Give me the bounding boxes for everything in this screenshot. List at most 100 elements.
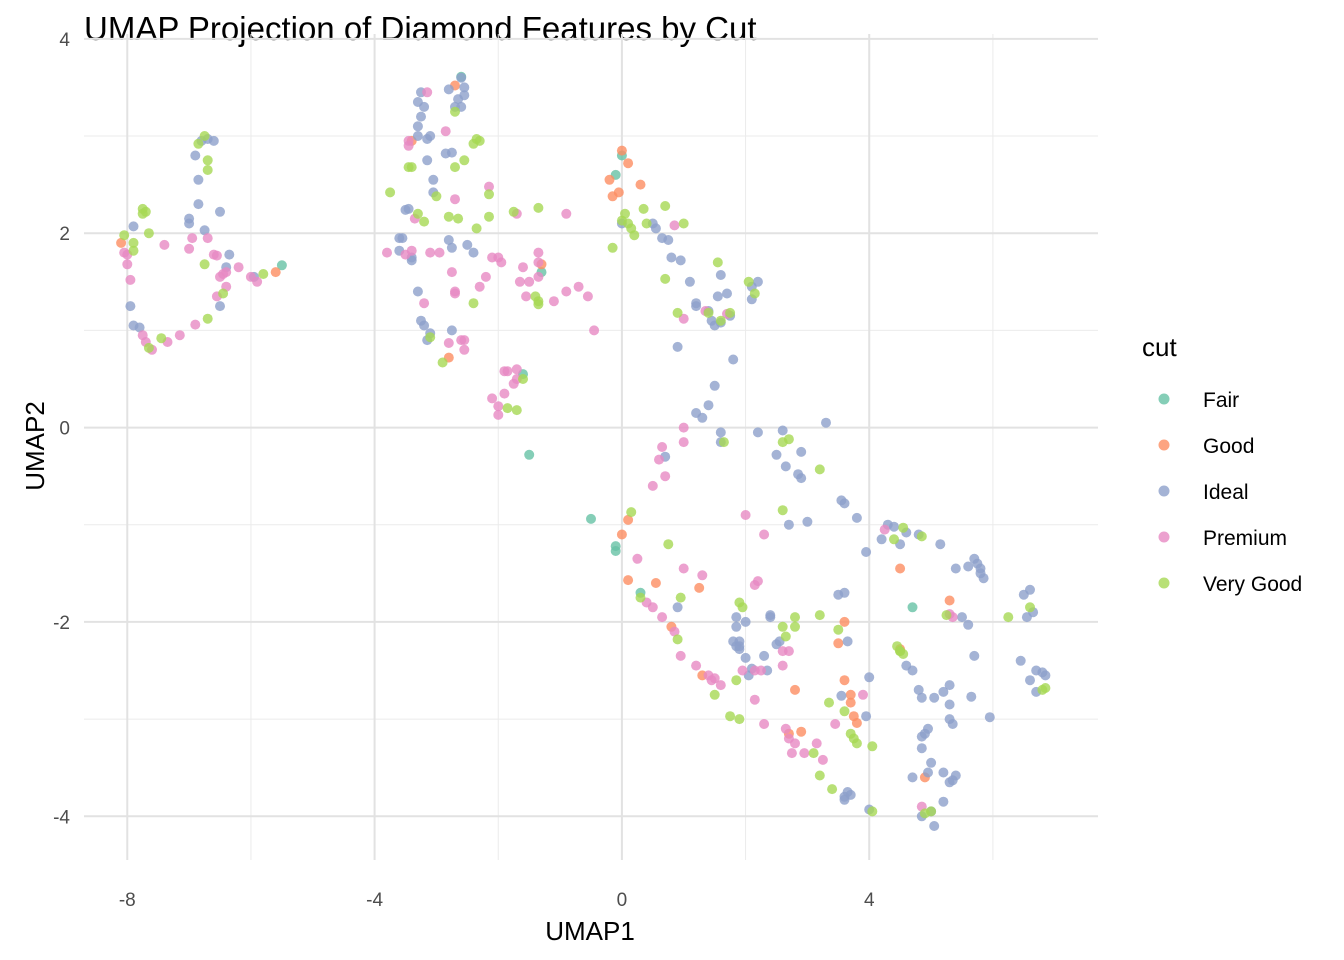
data-point (715, 315, 726, 326)
data-point (533, 202, 544, 213)
data-point (675, 650, 686, 661)
data-point (508, 206, 519, 217)
data-point (582, 291, 593, 302)
data-point (839, 794, 850, 805)
data-point (459, 155, 470, 166)
data-point (740, 616, 751, 627)
data-point (851, 512, 862, 523)
data-point (276, 260, 287, 271)
data-point (827, 784, 838, 795)
data-point (419, 216, 430, 227)
data-point (641, 218, 652, 229)
data-point (947, 719, 958, 729)
data-point (215, 301, 225, 312)
data-point (703, 307, 714, 318)
data-point (459, 82, 470, 93)
data-point (487, 393, 498, 404)
data-point (786, 748, 797, 759)
data-point (233, 262, 244, 273)
data-point (650, 223, 661, 234)
data-point (845, 689, 856, 700)
data-point (790, 738, 800, 749)
data-point (691, 301, 702, 312)
data-point (397, 233, 408, 244)
data-point (666, 252, 677, 263)
data-point (765, 612, 776, 623)
data-point (533, 271, 544, 282)
data-point (143, 228, 154, 239)
data-point (480, 271, 491, 282)
legend-label: Ideal (1203, 481, 1249, 504)
data-point (511, 405, 522, 416)
data-point (756, 665, 766, 676)
data-point (518, 262, 528, 273)
data-point (929, 692, 940, 703)
data-point (419, 101, 430, 112)
data-point (839, 498, 850, 509)
data-point (684, 276, 695, 287)
chart-title: UMAP Projection of Diamond Features by C… (84, 10, 757, 47)
data-point (252, 276, 263, 287)
data-point (808, 748, 819, 759)
data-point (660, 201, 671, 211)
data-point (783, 646, 794, 657)
data-point (660, 273, 671, 284)
data-point (966, 691, 977, 702)
y-tick-label: 4 (59, 30, 70, 51)
data-point (737, 602, 748, 613)
data-point (202, 155, 213, 166)
data-point (938, 686, 949, 697)
data-point (833, 589, 844, 600)
data-point (215, 206, 225, 217)
data-point (722, 288, 732, 299)
x-tick-label: -8 (119, 890, 136, 911)
data-point (502, 366, 513, 377)
data-point (811, 738, 822, 749)
data-point (119, 230, 130, 241)
data-point (796, 446, 807, 457)
data-point (450, 106, 460, 117)
data-point (864, 672, 875, 683)
data-point (851, 718, 862, 728)
data-point (802, 516, 813, 527)
data-point (434, 247, 445, 258)
data-point (889, 521, 899, 532)
data-point (675, 592, 686, 603)
data-point (499, 388, 510, 399)
data-point (824, 697, 834, 708)
data-point (709, 380, 720, 391)
data-point (561, 208, 572, 219)
data-point (833, 638, 844, 649)
legend-label: Good (1203, 435, 1254, 458)
data-point (916, 531, 927, 542)
data-point (938, 767, 949, 778)
data-point (752, 276, 763, 287)
y-tick-label: 2 (59, 224, 70, 245)
data-point (616, 145, 627, 156)
data-point (620, 208, 630, 219)
data-point (412, 286, 423, 297)
data-point (876, 534, 887, 545)
data-point (422, 87, 433, 98)
data-point (715, 680, 726, 691)
data-point (907, 665, 918, 676)
data-point (122, 259, 133, 270)
data-point (607, 242, 618, 253)
data-point (635, 592, 646, 603)
data-point (514, 276, 525, 287)
data-point (839, 706, 850, 717)
data-point (861, 711, 872, 722)
data-point (422, 155, 433, 166)
data-point (128, 237, 139, 248)
legend-key (1158, 393, 1170, 405)
data-point (184, 243, 195, 254)
data-point (944, 680, 955, 691)
data-point (589, 325, 600, 336)
data-point (963, 619, 974, 630)
data-point (780, 723, 791, 734)
data-point (437, 357, 448, 368)
data-point (174, 330, 185, 341)
data-point (916, 692, 927, 703)
data-point (1037, 684, 1048, 695)
